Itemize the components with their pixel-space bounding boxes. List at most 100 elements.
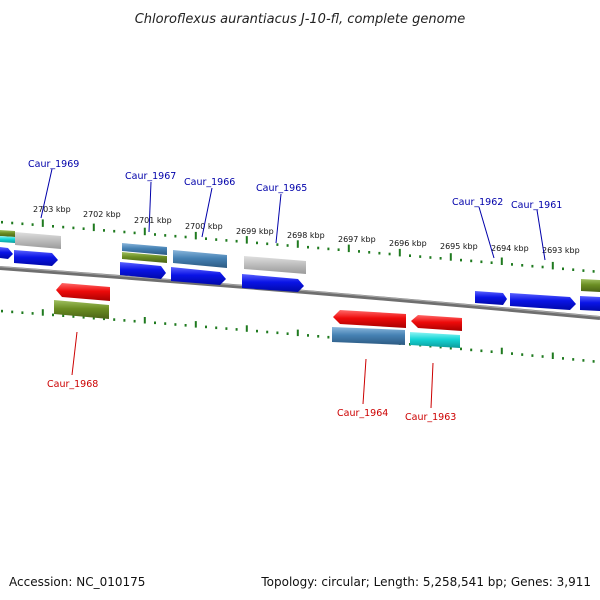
major-tick [449, 253, 452, 261]
map-title: Chloroflexus aurantiacus J-10-fl, comple… [135, 12, 466, 27]
minor-tick [133, 319, 136, 323]
gene-labels: Caur_1969 Caur_1967 Caur_1966 Caur_1965 … [28, 159, 562, 423]
gene-arrow[interactable] [122, 243, 167, 255]
minor-tick [419, 255, 422, 258]
minor-tick [174, 323, 177, 326]
major-tick [143, 317, 146, 324]
gene-arrow[interactable] [581, 279, 600, 292]
minor-tick [205, 325, 207, 329]
minor-tick [307, 334, 309, 337]
minor-tick [490, 350, 493, 353]
minor-tick [511, 352, 513, 355]
gene-label-caur-1969[interactable]: Caur_1969 [28, 159, 79, 170]
gene-arrow[interactable] [54, 300, 109, 319]
minor-tick [123, 230, 126, 234]
gene-arrow[interactable] [0, 230, 15, 237]
minor-tick [531, 264, 534, 268]
gene-arrow[interactable] [122, 252, 167, 263]
major-tick [500, 347, 503, 355]
major-tick [500, 257, 503, 265]
minor-tick [286, 332, 289, 335]
minor-tick [582, 359, 585, 362]
gene-label-caur-1968[interactable]: Caur_1968 [47, 379, 98, 390]
major-tick [551, 352, 554, 359]
minor-tick [317, 246, 320, 250]
gene-arrow[interactable] [14, 250, 58, 266]
major-tick [347, 244, 350, 253]
minor-tick [133, 231, 136, 235]
gene-arrow[interactable] [120, 262, 166, 279]
minor-tick [62, 314, 65, 317]
tick-label: 2696 kbp [389, 239, 427, 248]
gene-arrow[interactable] [171, 267, 226, 285]
minor-tick [21, 222, 24, 226]
minor-tick [531, 354, 534, 357]
tick-label: 2701 kbp [134, 216, 172, 225]
minor-tick [52, 313, 54, 317]
gene-arrow[interactable] [580, 296, 600, 311]
gene-arrow[interactable] [0, 247, 13, 259]
gene-arrow[interactable] [242, 274, 304, 292]
gene-label-caur-1962[interactable]: Caur_1962 [452, 197, 503, 208]
major-tick [92, 223, 95, 232]
gene-arrow[interactable] [15, 232, 61, 249]
minor-tick [82, 227, 85, 230]
major-tick [551, 261, 554, 270]
gene-arrow[interactable] [56, 283, 110, 301]
minor-tick [378, 251, 381, 255]
major-tick [41, 309, 44, 316]
minor-tick [1, 309, 3, 313]
gene-label-caur-1967[interactable]: Caur_1967 [125, 171, 176, 182]
genome-backbone-highlight [0, 266, 600, 318]
major-tick [41, 219, 44, 227]
minor-tick [184, 324, 187, 327]
minor-tick [490, 261, 493, 264]
minor-tick [174, 234, 177, 238]
minor-tick [388, 252, 391, 256]
minor-tick [368, 251, 371, 254]
gene-label-caur-1965[interactable]: Caur_1965 [256, 183, 307, 194]
minor-tick [72, 315, 75, 318]
minor-tick [225, 327, 228, 330]
minor-tick [592, 270, 595, 273]
minor-tick [276, 331, 279, 335]
accession-text: Accession: NC_010175 [9, 575, 145, 589]
major-tick [245, 325, 248, 332]
gene-arrow[interactable] [244, 256, 306, 274]
minor-tick [541, 355, 544, 358]
minor-tick [31, 312, 34, 315]
gene-arrow[interactable] [333, 310, 406, 328]
minor-tick [103, 229, 105, 232]
gene-arrow[interactable] [411, 315, 462, 331]
minor-tick [123, 319, 126, 322]
minor-tick [256, 241, 258, 245]
minor-tick [582, 269, 585, 272]
gene-label-caur-1963[interactable]: Caur_1963 [405, 412, 456, 423]
tick-label: 2693 kbp [542, 246, 580, 255]
minor-tick [480, 260, 483, 264]
tick-label: 2695 kbp [440, 242, 478, 251]
gene-label-caur-1966[interactable]: Caur_1966 [184, 177, 235, 188]
minor-tick [337, 248, 340, 251]
gene-arrow[interactable] [0, 236, 15, 243]
minor-tick [358, 250, 360, 253]
forward-strand-genes [0, 230, 600, 311]
gene-label-caur-1961[interactable]: Caur_1961 [511, 200, 562, 211]
minor-tick [154, 321, 156, 325]
major-tick [245, 236, 248, 244]
minor-tick [256, 329, 258, 333]
minor-tick [113, 318, 116, 321]
gene-arrow[interactable] [173, 250, 227, 268]
gene-label-caur-1964[interactable]: Caur_1964 [337, 408, 388, 419]
minor-tick [184, 235, 187, 239]
minor-tick [470, 348, 473, 352]
gene-arrow[interactable] [332, 327, 405, 345]
minor-tick [460, 258, 462, 262]
minor-tick [1, 220, 3, 224]
gene-arrow[interactable] [510, 293, 576, 310]
gene-arrow[interactable] [475, 291, 507, 305]
minor-tick [562, 267, 564, 271]
minor-tick [164, 234, 167, 237]
gene-arrow[interactable] [410, 332, 460, 348]
